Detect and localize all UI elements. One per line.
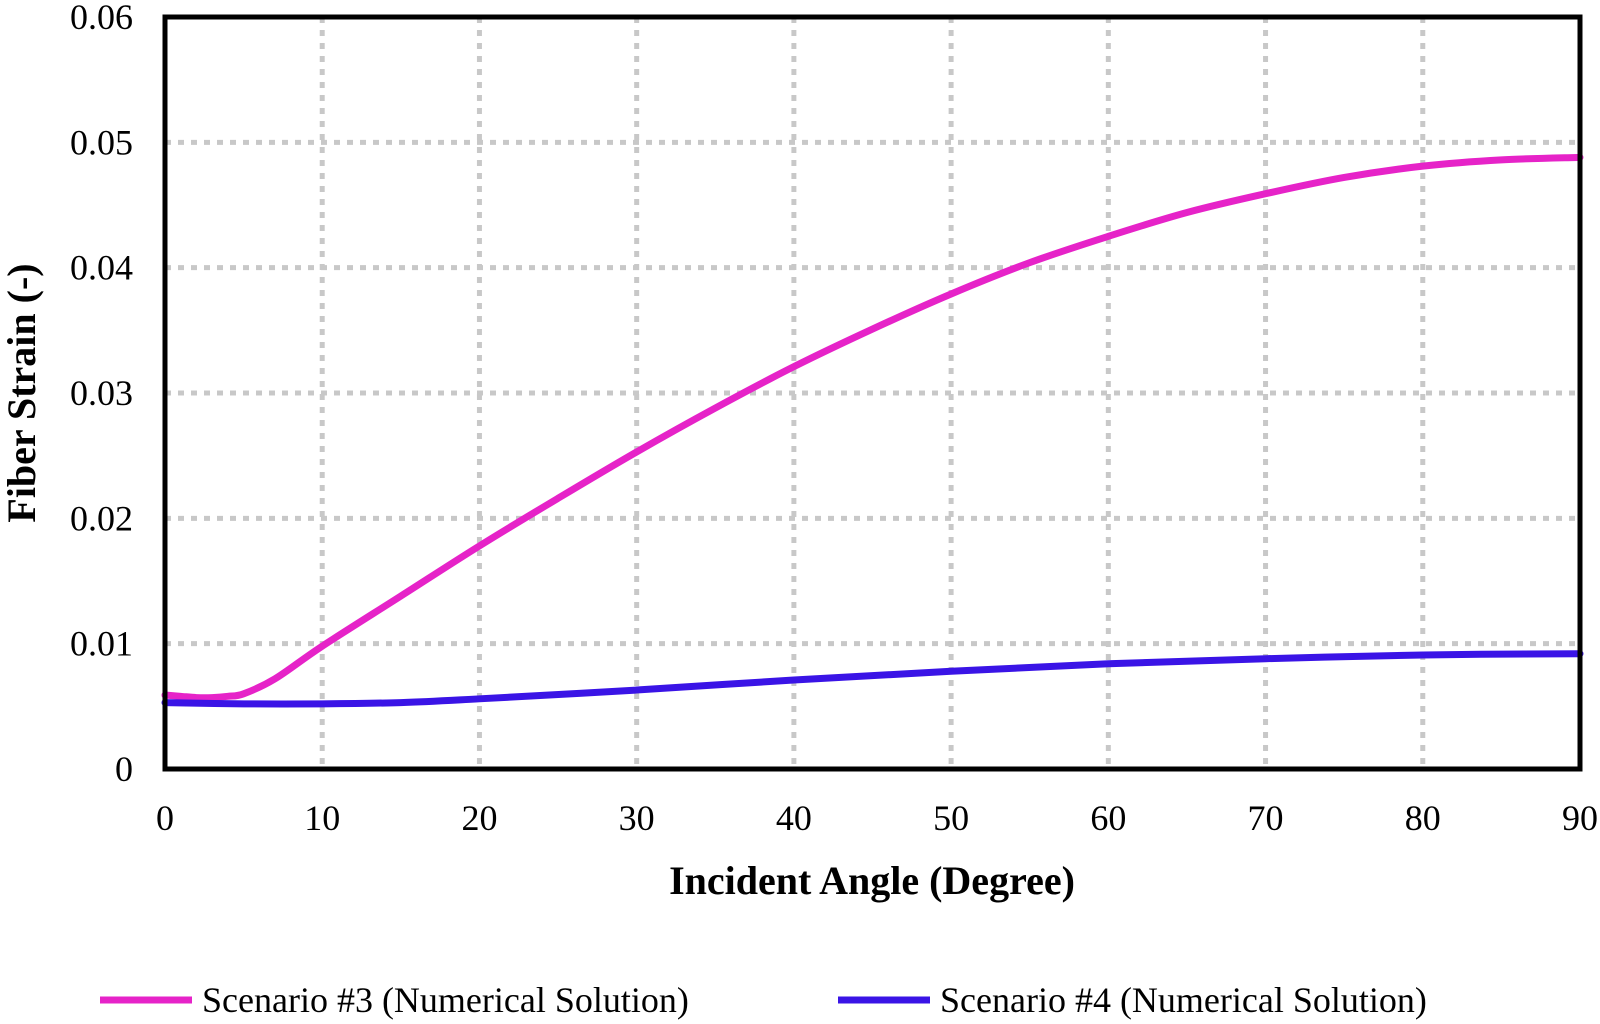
y-axis-title: Fiber Strain (-) (0, 263, 44, 522)
series-line-scenario-3 (161, 153, 1584, 702)
x-tick-label: 40 (776, 798, 812, 838)
x-tick-labels: 0 10 20 30 40 50 60 70 80 90 (156, 798, 1598, 838)
y-tick-labels: 0 0.01 0.02 0.03 0.04 0.05 0.06 (70, 0, 133, 789)
x-tick-label: 10 (304, 798, 340, 838)
x-tick-label: 20 (461, 798, 497, 838)
x-tick-label: 80 (1405, 798, 1441, 838)
x-axis-title: Incident Angle (Degree) (669, 858, 1075, 903)
legend-label-scenario-3: Scenario #3 (Numerical Solution) (202, 980, 689, 1020)
y-tick-label: 0.01 (70, 624, 133, 664)
x-tick-label: 60 (1090, 798, 1126, 838)
x-tick-label: 50 (933, 798, 969, 838)
series-layer (161, 153, 1584, 708)
x-tick-label: 0 (156, 798, 174, 838)
legend-label-scenario-4: Scenario #4 (Numerical Solution) (940, 980, 1427, 1020)
y-tick-label: 0.02 (70, 498, 133, 538)
y-tick-label: 0.03 (70, 373, 133, 413)
y-tick-label: 0.06 (70, 0, 133, 37)
x-tick-label: 70 (1248, 798, 1284, 838)
y-tick-label: 0.04 (70, 248, 133, 288)
series-line-scenario-4 (161, 650, 1584, 708)
y-tick-label: 0 (115, 749, 133, 789)
legend: Scenario #3 (Numerical Solution) Scenari… (100, 980, 1427, 1020)
y-tick-label: 0.05 (70, 122, 133, 162)
x-tick-label: 90 (1562, 798, 1598, 838)
plot-frame (162, 14, 1583, 772)
grid-layer (165, 17, 1580, 769)
x-tick-label: 30 (619, 798, 655, 838)
